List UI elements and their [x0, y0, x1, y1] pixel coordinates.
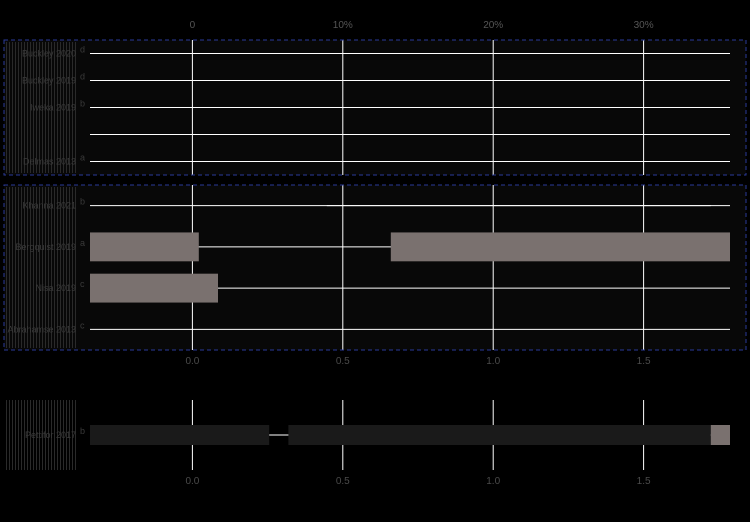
- bar-segment: [90, 274, 218, 303]
- panel-p2: Khanna 2021 b Bergquist 2019 a Nisa 2019 c Abr…: [4, 185, 746, 367]
- svg-text:a: a: [80, 153, 85, 163]
- svg-text:20%: 20%: [483, 20, 503, 31]
- row-label: Nisa 2019: [35, 283, 76, 293]
- svg-text:1.5: 1.5: [637, 356, 651, 367]
- svg-text:0.0: 0.0: [185, 356, 199, 367]
- svg-text:0.0: 0.0: [185, 476, 199, 487]
- svg-text:0.5: 0.5: [336, 476, 350, 487]
- row-label: Khanna 2021: [22, 201, 76, 211]
- svg-text:d: d: [80, 72, 85, 82]
- svg-text:c: c: [80, 279, 85, 289]
- bar-segment: [90, 232, 199, 261]
- svg-text:a: a: [80, 238, 85, 248]
- bar-segment: [391, 232, 730, 261]
- panel-p3: Pettifor 2017 b 0.0 0.5 1.0 1.5: [6, 400, 730, 487]
- svg-text:b: b: [80, 426, 85, 436]
- svg-text:0: 0: [190, 20, 196, 31]
- row-label: Delmas 2013: [23, 157, 76, 167]
- svg-text:b: b: [80, 99, 85, 109]
- row-label: Buckley 2019: [22, 76, 76, 86]
- svg-text:b: b: [80, 197, 85, 207]
- bar-segment: [288, 425, 710, 445]
- figure: 0 10% 20% 30% Buckley 2020 d Buckley 2019 d Iwek…: [0, 0, 750, 522]
- row-label: Iweka 2019: [30, 103, 76, 113]
- bar-segment: [90, 425, 269, 445]
- svg-text:1.5: 1.5: [637, 476, 651, 487]
- svg-text:c: c: [80, 320, 85, 330]
- svg-text:Pettifor 2017: Pettifor 2017: [25, 430, 76, 440]
- svg-text:1.0: 1.0: [486, 476, 500, 487]
- row-label: Buckley 2020: [22, 49, 76, 59]
- svg-text:10%: 10%: [333, 20, 353, 31]
- panel-p1: Buckley 2020 d Buckley 2019 d Iweka 2019 b Del…: [4, 40, 746, 175]
- row-label: Abrahamse 2013: [7, 324, 76, 334]
- bar-segment: [711, 425, 730, 445]
- svg-text:1.0: 1.0: [486, 356, 500, 367]
- row-label: Bergquist 2019: [15, 242, 76, 252]
- svg-text:0.5: 0.5: [336, 356, 350, 367]
- svg-text:d: d: [80, 45, 85, 55]
- svg-text:30%: 30%: [634, 20, 654, 31]
